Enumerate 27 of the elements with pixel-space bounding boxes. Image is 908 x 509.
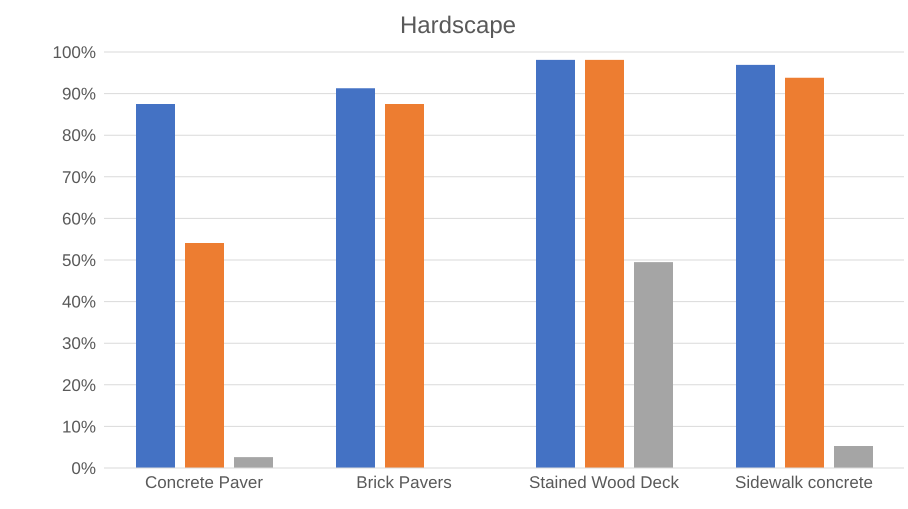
chart-title: Hardscape: [398, 11, 518, 41]
x-tick-label: Concrete Paver: [144, 473, 264, 492]
bar: [385, 104, 424, 468]
y-tick-label: 60%: [62, 209, 96, 228]
y-tick-label: 90%: [62, 84, 96, 104]
bar: [785, 78, 824, 468]
y-tick-label: 50%: [62, 251, 96, 270]
y-tick-label: 100%: [52, 43, 96, 62]
y-tick-label: 30%: [62, 334, 96, 354]
x-tick-label: Sidewalk concrete: [735, 473, 873, 492]
bar: [136, 104, 175, 468]
y-tick-label: 70%: [62, 168, 96, 187]
bar: [736, 64, 775, 468]
y-tick-label: 20%: [62, 376, 96, 395]
y-tick-label: 10%: [62, 417, 96, 436]
bar: [536, 60, 575, 468]
bar: [185, 242, 224, 468]
y-tick-label: 40%: [62, 292, 96, 312]
bar: [585, 60, 624, 468]
y-tick-label: 80%: [62, 126, 96, 146]
bar: [634, 262, 673, 468]
x-tick-label: Stained Wood Deck: [529, 473, 680, 492]
x-tick-label: Brick Pavers: [356, 473, 452, 492]
bar: [834, 446, 873, 468]
bar: [234, 457, 273, 468]
y-tick-label: 0%: [71, 459, 96, 478]
bar: [336, 88, 375, 468]
